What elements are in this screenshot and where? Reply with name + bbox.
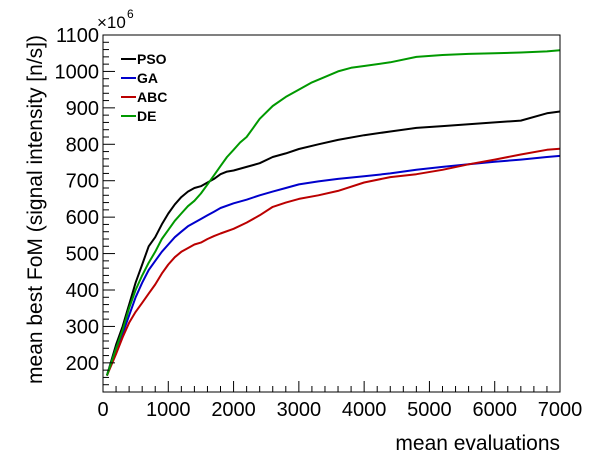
y-tick-label: 700 [66, 171, 99, 193]
y-tick-label: 200 [66, 353, 99, 375]
x-axis-title: mean evaluations [395, 432, 560, 455]
legend-label-de: DE [137, 108, 156, 124]
x-tick-label: 2000 [211, 399, 256, 421]
x-tick-label: 1000 [146, 399, 191, 421]
series-line-abc [105, 147, 561, 376]
plot-frame [102, 34, 561, 393]
series-group [105, 49, 561, 376]
axes-group: 0 1000 2000 3000 4000 5000 6000 7000 200 300 400 50… [55, 25, 583, 421]
y-tick-label: 500 [66, 244, 99, 266]
legend: PSO GA ABC DE [121, 51, 167, 124]
y-tick-label: 1000 [55, 61, 100, 83]
series-line-de [105, 49, 561, 376]
x-tick-label: 6000 [472, 399, 517, 421]
y-tick-label: 600 [66, 207, 99, 229]
legend-label-abc: ABC [137, 89, 167, 105]
legend-label-pso: PSO [137, 51, 167, 67]
series-line-pso [105, 110, 561, 376]
x-tick-label: 3000 [277, 399, 322, 421]
x-tick-label: 4000 [342, 399, 387, 421]
y-tick-label: 300 [66, 316, 99, 338]
legend-label-ga: GA [137, 70, 158, 86]
y-tick-label: 800 [66, 134, 99, 156]
x-tick-label: 7000 [538, 399, 583, 421]
x-tick-label: 5000 [407, 399, 452, 421]
y-axis-multiplier-exponent: 6 [127, 7, 134, 21]
x-tick-label: 0 [97, 399, 108, 421]
y-tick-label: 400 [66, 280, 99, 302]
y-axis-multiplier: ×10 [97, 13, 126, 32]
series-line-ga [105, 154, 561, 376]
y-tick-label: 1100 [56, 25, 99, 47]
y-axis-title: mean best FoM (signal intensity [n/s]) [24, 35, 47, 384]
y-tick-label: 900 [66, 98, 99, 120]
